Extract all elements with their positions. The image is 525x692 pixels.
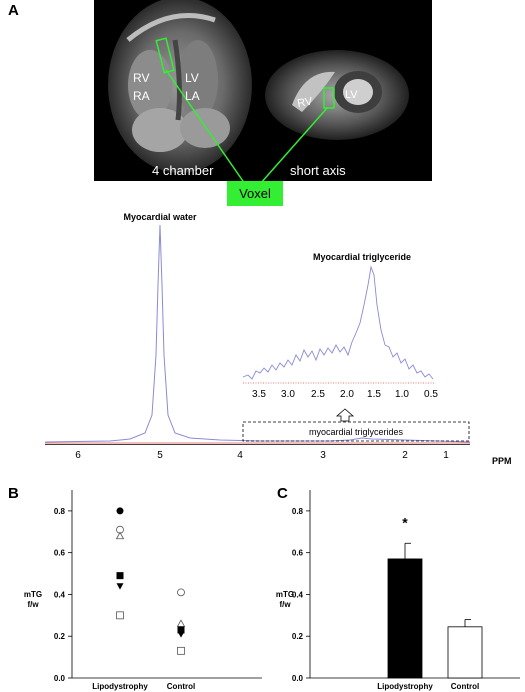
- chart-b-ylabel-2: f/w: [27, 600, 39, 609]
- spectrum-tick-6: 6: [75, 450, 81, 461]
- spectrum-tick-3: 3: [320, 450, 326, 461]
- inset-tick-0-5: 0.5: [424, 389, 438, 400]
- chart-c-significance-star: *: [402, 514, 408, 530]
- chart-c-category-label: Lipodystrophy: [377, 682, 433, 691]
- spectrum-trace: [44, 224, 471, 443]
- water-peak-label: Myocardial water: [123, 212, 197, 222]
- chart-c-ytick-label: 0.6: [292, 549, 304, 558]
- panel-letter-c: C: [277, 485, 288, 502]
- four-chamber-image: [108, 0, 252, 173]
- panel-letter-a: A: [8, 2, 19, 19]
- chart-b-category-label: Control: [167, 682, 195, 691]
- label-sax-lv: LV: [345, 89, 358, 101]
- short-axis-image: [265, 50, 409, 140]
- spectrum-tick-1: 1: [443, 450, 449, 461]
- inset-tick-2-0: 2.0: [340, 389, 354, 400]
- tg-region-label: myocardial triglycerides: [309, 427, 404, 437]
- spectrum-tick-2: 2: [402, 450, 408, 461]
- chart-c-ytick-label: 0.4: [292, 590, 304, 599]
- inset-tick-2-5: 2.5: [311, 389, 325, 400]
- inset-tick-3-5: 3.5: [252, 389, 266, 400]
- chart-b-ytick-label: 0.2: [54, 632, 66, 641]
- chart-b-point: [177, 588, 185, 597]
- tg-peak-label: Myocardial triglyceride: [313, 252, 411, 262]
- chart-b-category-label: Lipodystrophy: [92, 682, 148, 691]
- chart-b-point: [115, 531, 125, 540]
- voxel-box-four-chamber: [155, 37, 175, 74]
- chart-b-point: [116, 611, 124, 620]
- chart-b-point: [177, 631, 185, 638]
- short-axis-caption: short axis: [290, 163, 346, 178]
- tg-region-box: [242, 421, 470, 442]
- chart-b-point: [116, 507, 124, 515]
- tg-inset-trace: [242, 265, 434, 380]
- spectrum-tick-4: 4: [237, 450, 243, 461]
- label-ra: RA: [133, 89, 150, 103]
- chart-c-ytick-label: 0.8: [292, 507, 304, 516]
- mri-figure: RV RA LV LA RV LV 4 chamber short axis V…: [94, 0, 432, 206]
- chart-b-ytick-label: 0.8: [54, 507, 66, 516]
- tg-inset-ticks: 3.5 3.0 2.5 2.0 1.5 1.0 0.5: [252, 389, 438, 400]
- spectrum-tick-5: 5: [157, 450, 163, 461]
- chart-b-point: [177, 646, 185, 655]
- chart-c-bar-lipodystrophy: [387, 558, 423, 679]
- chart-b-point: [116, 572, 124, 580]
- inset-tick-3-0: 3.0: [281, 389, 295, 400]
- label-rv: RV: [133, 71, 149, 85]
- chart-b-point: [116, 583, 124, 590]
- spectrum-x-ticks: 6 5 4 3 2 1: [75, 450, 449, 461]
- zoom-arrow-icon: [335, 408, 355, 422]
- four-chamber-caption: 4 chamber: [152, 163, 214, 178]
- voxel-label: Voxel: [239, 186, 271, 201]
- voxel-box-short-axis: [323, 87, 335, 109]
- voxel-line-right: [259, 106, 329, 185]
- inset-tick-1-5: 1.5: [367, 389, 381, 400]
- chart-c-bar-control: [447, 626, 483, 679]
- chart-c-ylabel-2: f/w: [279, 600, 291, 609]
- panel-letter-b: B: [8, 485, 19, 502]
- spectrum-x-unit: PPM: [492, 456, 512, 466]
- chart-c-ytick-label: 0.0: [292, 674, 304, 683]
- label-lv: LV: [185, 71, 199, 85]
- chart-c-ytick-label: 0.2: [292, 632, 304, 641]
- label-sax-rv: RV: [296, 95, 314, 110]
- chart-b-point: [177, 626, 185, 634]
- inset-tick-1-0: 1.0: [395, 389, 409, 400]
- voxel-label-box: [227, 181, 283, 206]
- label-la: LA: [185, 89, 200, 103]
- chart-b-point: [176, 619, 186, 627]
- chart-b-ylabel-1: mTG: [24, 590, 42, 599]
- voxel-line-left: [165, 69, 246, 185]
- chart-b-ytick-label: 0.6: [54, 549, 66, 558]
- chart-c-category-label: Control: [451, 682, 479, 691]
- spectrum-plot: 6 5 4 3 2 1 PPM Myocardial water myocard…: [44, 212, 512, 466]
- chart-b-ytick-label: 0.4: [54, 590, 66, 599]
- chart-c-ylabel-1: mTG: [276, 590, 294, 599]
- chart-b-ytick-label: 0.0: [54, 674, 66, 683]
